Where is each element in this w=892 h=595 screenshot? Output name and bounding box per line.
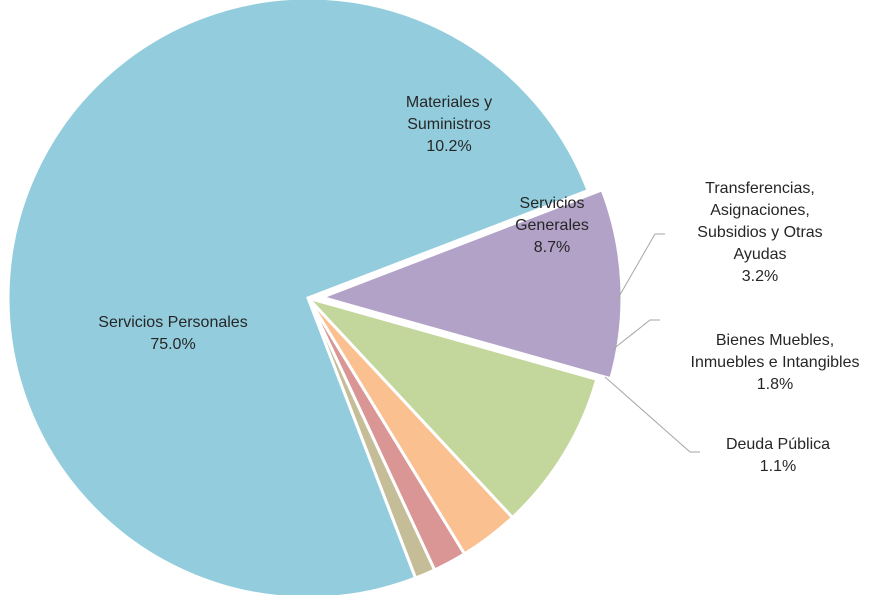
slice-value-label: 1.1%	[760, 458, 796, 475]
slice-category-label: Subsidios y Otras	[697, 224, 822, 241]
leader-line	[611, 319, 660, 351]
slice-value-label: 75.0%	[150, 336, 195, 353]
slice-category-label: Ayudas	[733, 246, 786, 263]
slice-value-label: 1.8%	[757, 376, 793, 393]
slice-label: Transferencias, Asignaciones, Subsidios y …	[697, 180, 822, 285]
pie-slice	[6, 0, 591, 595]
slice-label: Materiales y Suministros 10.2%	[406, 94, 492, 155]
pie-slice	[317, 187, 624, 381]
leader-line	[616, 233, 665, 301]
pie-slice	[303, 295, 599, 520]
slice-category-label: Inmuebles e Intangibles	[691, 354, 860, 371]
slice-category-label: Servicios Personales	[98, 314, 247, 331]
slice-value-label: 8.7%	[534, 239, 570, 256]
slice-label: Servicios Personales 75.0%	[98, 314, 247, 353]
slice-category-label: Transferencias,	[705, 180, 815, 197]
slice-labels: Materiales y Suministros 10.2% Servicios Gen…	[98, 94, 859, 475]
slice-label: Deuda Pública 1.1%	[726, 436, 830, 475]
leader-lines	[604, 233, 700, 453]
slice-value-label: 10.2%	[426, 138, 471, 155]
slice-category-label: Servicios	[520, 195, 585, 212]
slice-label: Servicios Generales 8.7%	[515, 195, 589, 256]
pie-slices	[6, 0, 624, 595]
slice-category-label: Suministros	[407, 116, 491, 133]
slice-category-label: Deuda Pública	[726, 436, 830, 453]
leader-line	[604, 376, 700, 453]
slice-value-label: 3.2%	[742, 268, 778, 285]
slice-category-label: Bienes Muebles,	[716, 332, 834, 349]
slice-category-label: Asignaciones,	[710, 202, 810, 219]
slice-category-label: Generales	[515, 217, 589, 234]
slice-category-label: Materiales y	[406, 94, 492, 111]
slice-label: Bienes Muebles, Inmuebles e Intangibles 1.…	[691, 332, 860, 393]
